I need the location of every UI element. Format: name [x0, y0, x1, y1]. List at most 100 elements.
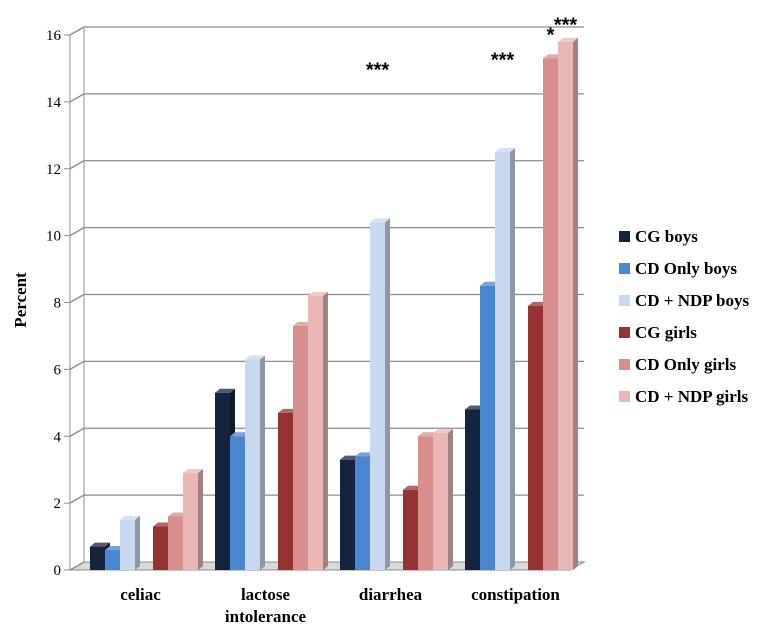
- bar-front: [183, 473, 198, 570]
- legend-item: CG boys: [619, 227, 698, 246]
- gridline-side: [69, 360, 85, 370]
- legend-label: CD + NDP girls: [635, 387, 748, 406]
- bar-top: [215, 388, 235, 393]
- bar-front: [293, 325, 308, 570]
- gridline-side: [69, 561, 85, 571]
- y-tick-label: 4: [54, 429, 62, 445]
- bar-side: [573, 37, 578, 570]
- bar-top: [308, 291, 328, 296]
- legend-item: CD Only boys: [619, 259, 737, 278]
- legend-item: CD + NDP girls: [619, 387, 748, 406]
- bar-front: [558, 41, 573, 570]
- bar: [495, 148, 515, 570]
- legend-swatch: [619, 231, 630, 242]
- legend-swatch: [619, 327, 630, 338]
- bar-front: [480, 285, 495, 570]
- bar-top: [120, 515, 140, 520]
- legend-swatch: [619, 263, 630, 274]
- legend-item: CG girls: [619, 323, 697, 342]
- bar-front: [418, 436, 433, 570]
- bar-side: [198, 469, 203, 570]
- bar-side: [323, 291, 328, 570]
- bar-front: [543, 58, 558, 570]
- bar-front: [355, 456, 370, 570]
- bar-top: [495, 148, 515, 153]
- annotations: *** **** ***: [366, 14, 578, 81]
- legend-label: CD Only girls: [635, 355, 736, 374]
- category-label: constipation: [471, 585, 560, 604]
- gridline-side: [69, 293, 85, 304]
- bar-front: [403, 489, 418, 570]
- bar-top: [183, 469, 203, 474]
- bar: [433, 428, 453, 570]
- y-tick-label: 14: [46, 95, 62, 111]
- legend-label: CD Only boys: [635, 259, 737, 278]
- bar: [120, 515, 140, 570]
- bar: [183, 469, 203, 570]
- bar-side: [510, 148, 515, 570]
- legend: CG boys CD Only boys CD + NDP boys CG girls…: [619, 227, 749, 406]
- bar-front: [90, 546, 105, 570]
- bar-top: [433, 428, 453, 433]
- legend-label: CG boys: [635, 227, 698, 246]
- bar-front: [465, 409, 480, 570]
- y-tick-label: 2: [54, 496, 62, 512]
- category-label: intolerance: [225, 607, 307, 626]
- category-label: lactose: [241, 585, 291, 604]
- x-axis-categories: celiac lactose intolerance diarrhea constipa…: [120, 585, 560, 626]
- category-label: diarrhea: [359, 585, 423, 604]
- bar-top: [370, 218, 390, 223]
- bar-front: [120, 519, 135, 570]
- bar-front: [245, 359, 260, 570]
- legend-label: CG girls: [635, 323, 697, 342]
- y-tick-label: 6: [54, 362, 62, 378]
- y-tick-label: 0: [54, 563, 62, 579]
- significance-marker: ***: [554, 14, 578, 36]
- legend-swatch: [619, 295, 630, 306]
- gridline-side: [69, 26, 85, 36]
- gridline-side: [69, 427, 85, 437]
- y-tick-label: 16: [46, 28, 62, 44]
- y-tick-label: 8: [54, 296, 62, 312]
- bar-front: [153, 526, 168, 570]
- bar-side: [260, 355, 265, 570]
- bar: [308, 291, 328, 570]
- bar-side: [135, 515, 140, 570]
- bars: [90, 37, 578, 570]
- y-axis-ticks: 0 2 4 6 8 10 12 14 16: [46, 28, 62, 579]
- bar-front: [340, 459, 355, 570]
- legend-item: CD Only girls: [619, 355, 736, 374]
- bar-front: [308, 295, 323, 570]
- legend-swatch: [619, 359, 630, 370]
- bar-front: [105, 549, 120, 570]
- significance-marker: ***: [366, 59, 390, 81]
- gridline-side: [69, 494, 85, 504]
- legend-label: CD + NDP boys: [635, 291, 749, 310]
- y-axis-label: Percent: [11, 272, 30, 328]
- bar-front: [278, 412, 293, 570]
- gridline-side: [69, 160, 85, 170]
- category-label: celiac: [120, 585, 161, 604]
- y-tick-label: 10: [46, 229, 61, 245]
- y-tick-label: 12: [46, 162, 61, 178]
- significance-marker: *: [547, 24, 555, 46]
- bar-side: [385, 218, 390, 570]
- gridline-side: [69, 93, 85, 103]
- bar-top: [90, 542, 110, 547]
- bar: [245, 355, 265, 570]
- bar-front: [168, 516, 183, 570]
- bar-front: [495, 152, 510, 570]
- bar: [370, 218, 390, 570]
- bar-side: [448, 428, 453, 570]
- significance-marker: ***: [491, 49, 515, 71]
- gridline-side: [69, 227, 85, 237]
- bar-top: [245, 355, 265, 360]
- bar-front: [528, 305, 543, 570]
- bar-front: [433, 432, 448, 570]
- legend-swatch: [619, 391, 630, 402]
- bar-top: [558, 37, 578, 42]
- bar-front: [215, 392, 230, 570]
- bar-front: [230, 436, 245, 570]
- legend-item: CD + NDP boys: [619, 291, 749, 310]
